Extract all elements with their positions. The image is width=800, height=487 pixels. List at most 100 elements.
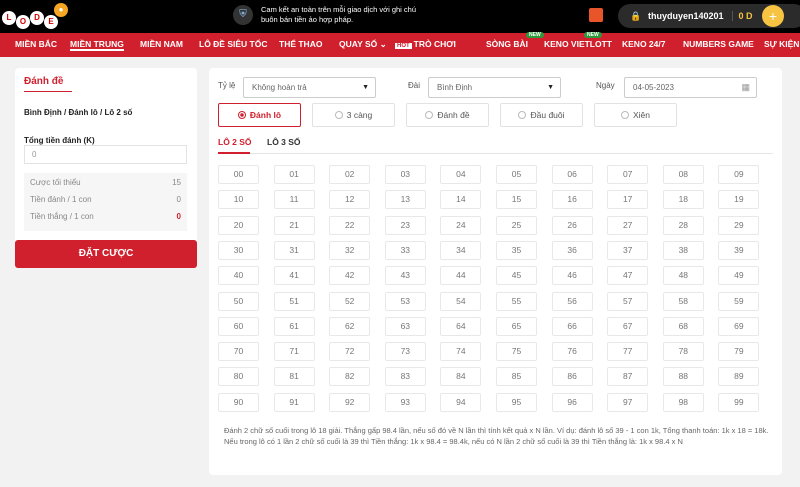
number-cell[interactable]: 16 xyxy=(551,190,593,210)
number-cell[interactable]: 48 xyxy=(662,266,704,286)
number-cell[interactable]: 78 xyxy=(662,342,704,362)
number-cell[interactable]: 44 xyxy=(440,266,482,286)
number-cell[interactable]: 04 xyxy=(440,165,482,184)
nav-item[interactable]: MIỀN TRUNG xyxy=(70,39,124,51)
number-cell[interactable]: 30 xyxy=(218,240,259,260)
number-cell[interactable]: 61 xyxy=(273,316,315,336)
number-cell[interactable]: 05 xyxy=(496,165,537,184)
number-cell[interactable]: 06 xyxy=(551,165,593,184)
number-cell[interactable]: 66 xyxy=(551,316,593,336)
number-cell[interactable]: 59 xyxy=(718,291,760,311)
number-cell[interactable]: 45 xyxy=(496,266,537,286)
number-cell[interactable]: 67 xyxy=(607,316,649,336)
number-cell[interactable]: 11 xyxy=(273,190,315,210)
number-cell[interactable]: 93 xyxy=(384,392,426,412)
tab-lo-2-so[interactable]: LÔ 2 SỐ xyxy=(218,137,252,147)
number-cell[interactable]: 28 xyxy=(662,215,704,235)
number-cell[interactable]: 33 xyxy=(384,240,426,260)
number-cell[interactable]: 80 xyxy=(218,367,259,387)
number-cell[interactable]: 00 xyxy=(218,165,259,184)
number-cell[interactable]: 32 xyxy=(329,240,371,260)
bet-type-option[interactable]: Xiên xyxy=(594,103,677,127)
number-cell[interactable]: 79 xyxy=(718,342,760,362)
bet-type-option[interactable]: Đầu đuôi xyxy=(500,103,583,127)
number-cell[interactable]: 52 xyxy=(329,291,371,311)
number-cell[interactable]: 92 xyxy=(329,392,371,412)
number-cell[interactable]: 82 xyxy=(329,367,371,387)
number-cell[interactable]: 56 xyxy=(551,291,593,311)
number-cell[interactable]: 21 xyxy=(273,215,315,235)
place-bet-button[interactable]: ĐẶT CƯỢC xyxy=(15,240,197,268)
deposit-button[interactable]: + xyxy=(762,5,784,27)
bet-type-option[interactable]: Đánh lô xyxy=(218,103,301,127)
number-cell[interactable]: 68 xyxy=(662,316,704,336)
number-cell[interactable]: 36 xyxy=(551,240,593,260)
number-cell[interactable]: 27 xyxy=(607,215,649,235)
number-cell[interactable]: 96 xyxy=(551,392,593,412)
nav-item[interactable]: THỂ THAO xyxy=(279,39,322,49)
number-cell[interactable]: 01 xyxy=(273,165,315,184)
number-cell[interactable]: 24 xyxy=(440,215,482,235)
nav-item[interactable]: KENO 24/7 xyxy=(622,39,665,49)
number-cell[interactable]: 74 xyxy=(440,342,482,362)
number-cell[interactable]: 25 xyxy=(496,215,537,235)
tab-lo-3-so[interactable]: LÔ 3 SỐ xyxy=(267,137,301,147)
number-cell[interactable]: 23 xyxy=(384,215,426,235)
number-cell[interactable]: 97 xyxy=(607,392,649,412)
number-cell[interactable]: 31 xyxy=(273,240,315,260)
number-cell[interactable]: 43 xyxy=(384,266,426,286)
number-cell[interactable]: 95 xyxy=(496,392,537,412)
number-cell[interactable]: 51 xyxy=(273,291,315,311)
number-cell[interactable]: 37 xyxy=(607,240,649,260)
bet-type-option[interactable]: 3 càng xyxy=(312,103,395,127)
number-cell[interactable]: 53 xyxy=(384,291,426,311)
number-cell[interactable]: 69 xyxy=(718,316,760,336)
number-cell[interactable]: 99 xyxy=(718,392,760,412)
gift-icon[interactable] xyxy=(589,8,603,22)
number-cell[interactable]: 90 xyxy=(218,392,259,412)
number-cell[interactable]: 72 xyxy=(329,342,371,362)
number-cell[interactable]: 50 xyxy=(218,291,259,311)
number-cell[interactable]: 77 xyxy=(607,342,649,362)
number-cell[interactable]: 35 xyxy=(496,240,537,260)
number-cell[interactable]: 54 xyxy=(440,291,482,311)
number-cell[interactable]: 88 xyxy=(662,367,704,387)
number-cell[interactable]: 41 xyxy=(273,266,315,286)
number-cell[interactable]: 12 xyxy=(329,190,371,210)
number-cell[interactable]: 09 xyxy=(718,165,760,184)
number-cell[interactable]: 62 xyxy=(329,316,371,336)
number-cell[interactable]: 64 xyxy=(440,316,482,336)
number-cell[interactable]: 02 xyxy=(329,165,371,184)
number-cell[interactable]: 19 xyxy=(718,190,760,210)
number-cell[interactable]: 73 xyxy=(384,342,426,362)
number-cell[interactable]: 87 xyxy=(607,367,649,387)
station-select[interactable]: Bình Định ▼ xyxy=(428,77,561,98)
number-cell[interactable]: 70 xyxy=(218,342,259,362)
number-cell[interactable]: 17 xyxy=(607,190,649,210)
nav-item[interactable]: KENO VIETLOTT NEW xyxy=(544,32,612,49)
nav-item[interactable]: SÒNG BÀI NEW xyxy=(486,32,544,49)
number-cell[interactable]: 65 xyxy=(496,316,537,336)
number-cell[interactable]: 20 xyxy=(218,215,259,235)
number-cell[interactable]: 89 xyxy=(718,367,760,387)
number-cell[interactable]: 13 xyxy=(384,190,426,210)
number-cell[interactable]: 34 xyxy=(440,240,482,260)
rate-select[interactable]: Không hoàn trả ▼ xyxy=(243,77,376,98)
number-cell[interactable]: 38 xyxy=(662,240,704,260)
number-cell[interactable]: 47 xyxy=(607,266,649,286)
nav-item[interactable]: SỰ KIỆN xyxy=(764,39,799,49)
number-cell[interactable]: 07 xyxy=(607,165,649,184)
total-amount-input[interactable]: 0 xyxy=(24,145,187,164)
number-cell[interactable]: 75 xyxy=(496,342,537,362)
number-cell[interactable]: 63 xyxy=(384,316,426,336)
number-cell[interactable]: 08 xyxy=(662,165,704,184)
date-input[interactable]: 04-05-2023 ▦ xyxy=(624,77,757,98)
number-cell[interactable]: 18 xyxy=(662,190,704,210)
number-cell[interactable]: 14 xyxy=(440,190,482,210)
number-cell[interactable]: 49 xyxy=(718,266,760,286)
number-cell[interactable]: 60 xyxy=(218,316,259,336)
number-cell[interactable]: 03 xyxy=(384,165,426,184)
number-cell[interactable]: 26 xyxy=(551,215,593,235)
nav-item[interactable]: NUMBERS GAME xyxy=(683,39,754,49)
